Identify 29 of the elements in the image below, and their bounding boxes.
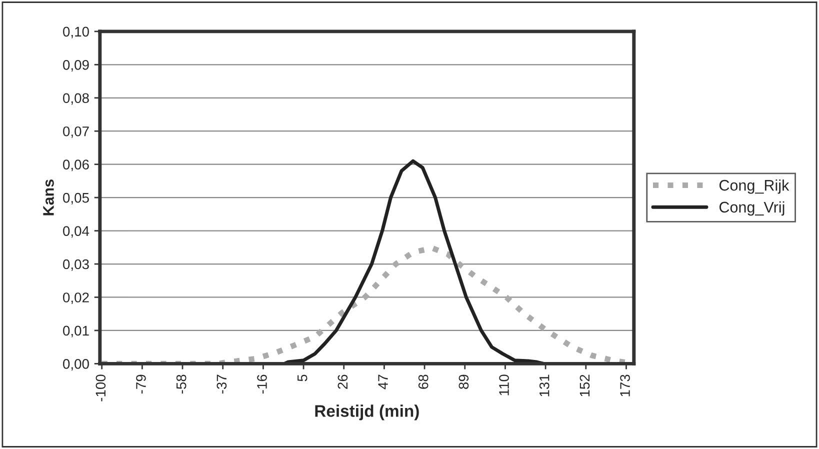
x-tick-label: 47: [378, 374, 388, 390]
x-tick-label: 152: [580, 374, 590, 396]
legend-label: Cong_Rijk: [719, 180, 790, 194]
x-tick-label: -16: [257, 374, 267, 394]
x-tick-label: 26: [338, 374, 348, 389]
x-tick-label: 5: [298, 374, 308, 382]
y-tick-label: 0,00: [63, 359, 89, 370]
legend-label: Cong_Vrij: [719, 201, 784, 216]
x-axis-title: Reistijd (min): [315, 404, 419, 420]
y-tick-label: 0,07: [63, 126, 89, 138]
x-tick-label: -58: [176, 374, 186, 394]
x-tick-label: 68: [418, 374, 428, 389]
x-tick-label: 131: [539, 374, 550, 396]
y-tick-label: 0,03: [63, 259, 89, 271]
x-tick-label: 173: [620, 374, 630, 396]
y-tick-label: 0,06: [63, 160, 89, 172]
x-tick-label: -79: [136, 374, 146, 394]
y-tick-label: 0,05: [63, 192, 89, 204]
y-axis-title: Kans: [43, 180, 54, 216]
x-tick-label: 110: [499, 374, 509, 396]
x-tick-label: -100: [96, 374, 106, 402]
y-tick-label: 0,09: [63, 60, 89, 72]
y-tick-label: 0,01: [63, 326, 89, 338]
x-tick-label: 89: [458, 374, 469, 389]
y-tick-label: 0,10: [63, 26, 89, 38]
y-tick-label: 0,02: [63, 292, 89, 304]
y-tick-label: 0,04: [63, 226, 90, 238]
y-tick-label: 0,08: [63, 93, 89, 105]
x-tick-label: -37: [216, 374, 227, 394]
